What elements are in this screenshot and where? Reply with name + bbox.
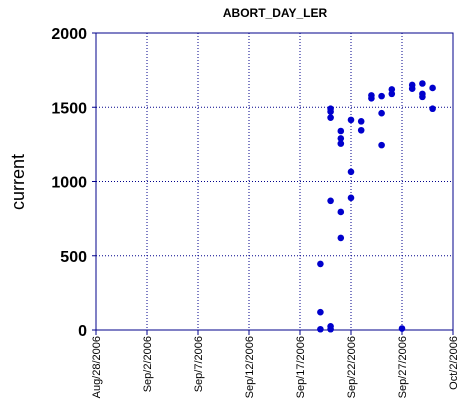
data-point bbox=[419, 93, 426, 101]
y-tick-label: 500 bbox=[60, 249, 87, 266]
data-point bbox=[317, 325, 324, 333]
grid bbox=[96, 33, 453, 330]
x-axis-ticks: Aug/28/2006 Sep/2/2006 Sep/7/2006 Sep/12/20… bbox=[91, 330, 460, 398]
x-tick-label: Aug/28/2006 bbox=[91, 336, 103, 398]
data-point bbox=[337, 127, 345, 135]
data-point bbox=[327, 197, 334, 205]
data-point bbox=[337, 208, 345, 216]
data-point bbox=[429, 84, 436, 92]
y-tick-label: 1500 bbox=[51, 100, 87, 117]
y-tick-label: 0 bbox=[78, 323, 87, 340]
data-point bbox=[327, 114, 334, 121]
data-point bbox=[357, 118, 365, 125]
x-tick-label: Sep/12/2006 bbox=[244, 336, 256, 398]
data-point bbox=[378, 141, 385, 149]
data-points bbox=[317, 80, 436, 333]
data-point bbox=[357, 126, 365, 134]
data-point bbox=[337, 135, 345, 142]
data-point bbox=[368, 95, 375, 102]
data-point bbox=[429, 105, 436, 113]
data-point bbox=[337, 234, 345, 242]
x-tick-label: Oct/2/2006 bbox=[448, 336, 460, 390]
data-point bbox=[327, 325, 334, 333]
data-point bbox=[388, 90, 396, 98]
x-tick-label: Sep/22/2006 bbox=[346, 336, 358, 398]
data-point bbox=[327, 108, 334, 116]
data-point bbox=[347, 194, 355, 202]
data-point bbox=[347, 168, 355, 176]
data-point bbox=[378, 92, 385, 100]
data-point bbox=[347, 116, 355, 124]
data-point bbox=[378, 109, 385, 117]
x-tick-label: Sep/2/2006 bbox=[142, 336, 154, 392]
y-axis-ticks: 0 500 1000 1500 2000 bbox=[51, 26, 96, 340]
data-point bbox=[419, 80, 426, 87]
x-tick-label: Sep/17/2006 bbox=[295, 336, 307, 398]
x-tick-label: Sep/7/2006 bbox=[193, 336, 205, 392]
y-axis-label: current bbox=[8, 154, 28, 210]
data-point bbox=[337, 140, 345, 147]
y-tick-label: 2000 bbox=[51, 26, 87, 43]
x-tick-label: Sep/27/2006 bbox=[397, 336, 409, 398]
y-tick-label: 1000 bbox=[51, 175, 87, 192]
data-point bbox=[408, 85, 416, 92]
data-point bbox=[317, 308, 324, 316]
data-point bbox=[398, 325, 406, 332]
data-point bbox=[317, 260, 324, 268]
chart-title: ABORT_DAY_LER bbox=[223, 6, 328, 20]
